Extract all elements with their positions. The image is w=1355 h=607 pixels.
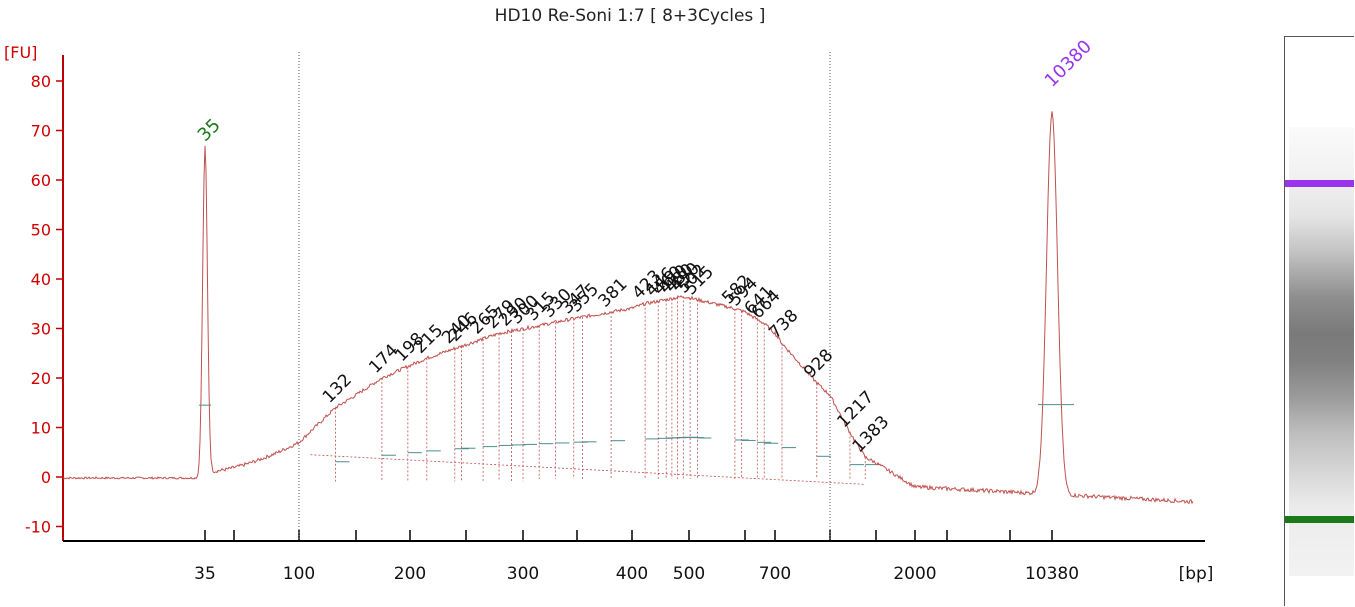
gel-smear bbox=[1289, 127, 1354, 576]
y-tick-label: -10 bbox=[25, 518, 51, 537]
x-tick-label: 35 bbox=[194, 564, 216, 584]
x-axis-label: [bp] bbox=[1179, 564, 1214, 584]
y-tick-label: 0 bbox=[41, 468, 51, 487]
y-tick-label: 20 bbox=[31, 369, 51, 388]
y-tick-label: 30 bbox=[31, 320, 51, 339]
x-tick-label: 300 bbox=[507, 564, 539, 584]
y-tick-label: 70 bbox=[31, 122, 51, 141]
x-tick-label: 200 bbox=[394, 564, 426, 584]
y-tick-label: 40 bbox=[31, 270, 51, 289]
upper-marker-band bbox=[1285, 180, 1354, 187]
x-tick-label: 2000 bbox=[893, 564, 936, 584]
guides-layer bbox=[298, 52, 831, 541]
smear-floor bbox=[310, 454, 866, 485]
lower-marker-band bbox=[1285, 516, 1354, 523]
virtual-gel-lane bbox=[1284, 36, 1354, 606]
peak-boundaries-layer bbox=[310, 296, 880, 485]
peak-label: 928 bbox=[800, 345, 837, 382]
x-tick-label: 10380 bbox=[1025, 564, 1079, 584]
peak-label: 381 bbox=[594, 274, 631, 311]
x-tick-label: 700 bbox=[759, 564, 791, 584]
y-tick-label: 50 bbox=[31, 221, 51, 240]
y-tick-label: 10 bbox=[31, 419, 51, 438]
marker-peak-label: 35 bbox=[194, 115, 225, 146]
x-tick-label: 100 bbox=[283, 564, 315, 584]
x-tick-label: 500 bbox=[673, 564, 705, 584]
chart-title: HD10 Re-Soni 1:7 [ 8+3Cycles ] bbox=[494, 6, 766, 26]
axes-layer: -10 0 10 20 30 40 50 60 70 80 [FU] 35 100 200 300 400 50… bbox=[4, 43, 1213, 584]
trace-layer bbox=[62, 111, 1194, 505]
y-tick-label: 80 bbox=[31, 72, 51, 91]
x-tick-label: 400 bbox=[616, 564, 648, 584]
electropherogram-trace bbox=[62, 111, 1194, 505]
y-tick-label: 60 bbox=[31, 171, 51, 190]
y-axis-label: [FU] bbox=[4, 43, 37, 62]
marker-peak-label: 10380 bbox=[1041, 36, 1096, 91]
peak-label: 132 bbox=[319, 370, 356, 407]
electropherogram-plot: -10 0 10 20 30 40 50 60 70 80 [FU] 35 100 200 300 400 50… bbox=[4, 36, 1213, 584]
